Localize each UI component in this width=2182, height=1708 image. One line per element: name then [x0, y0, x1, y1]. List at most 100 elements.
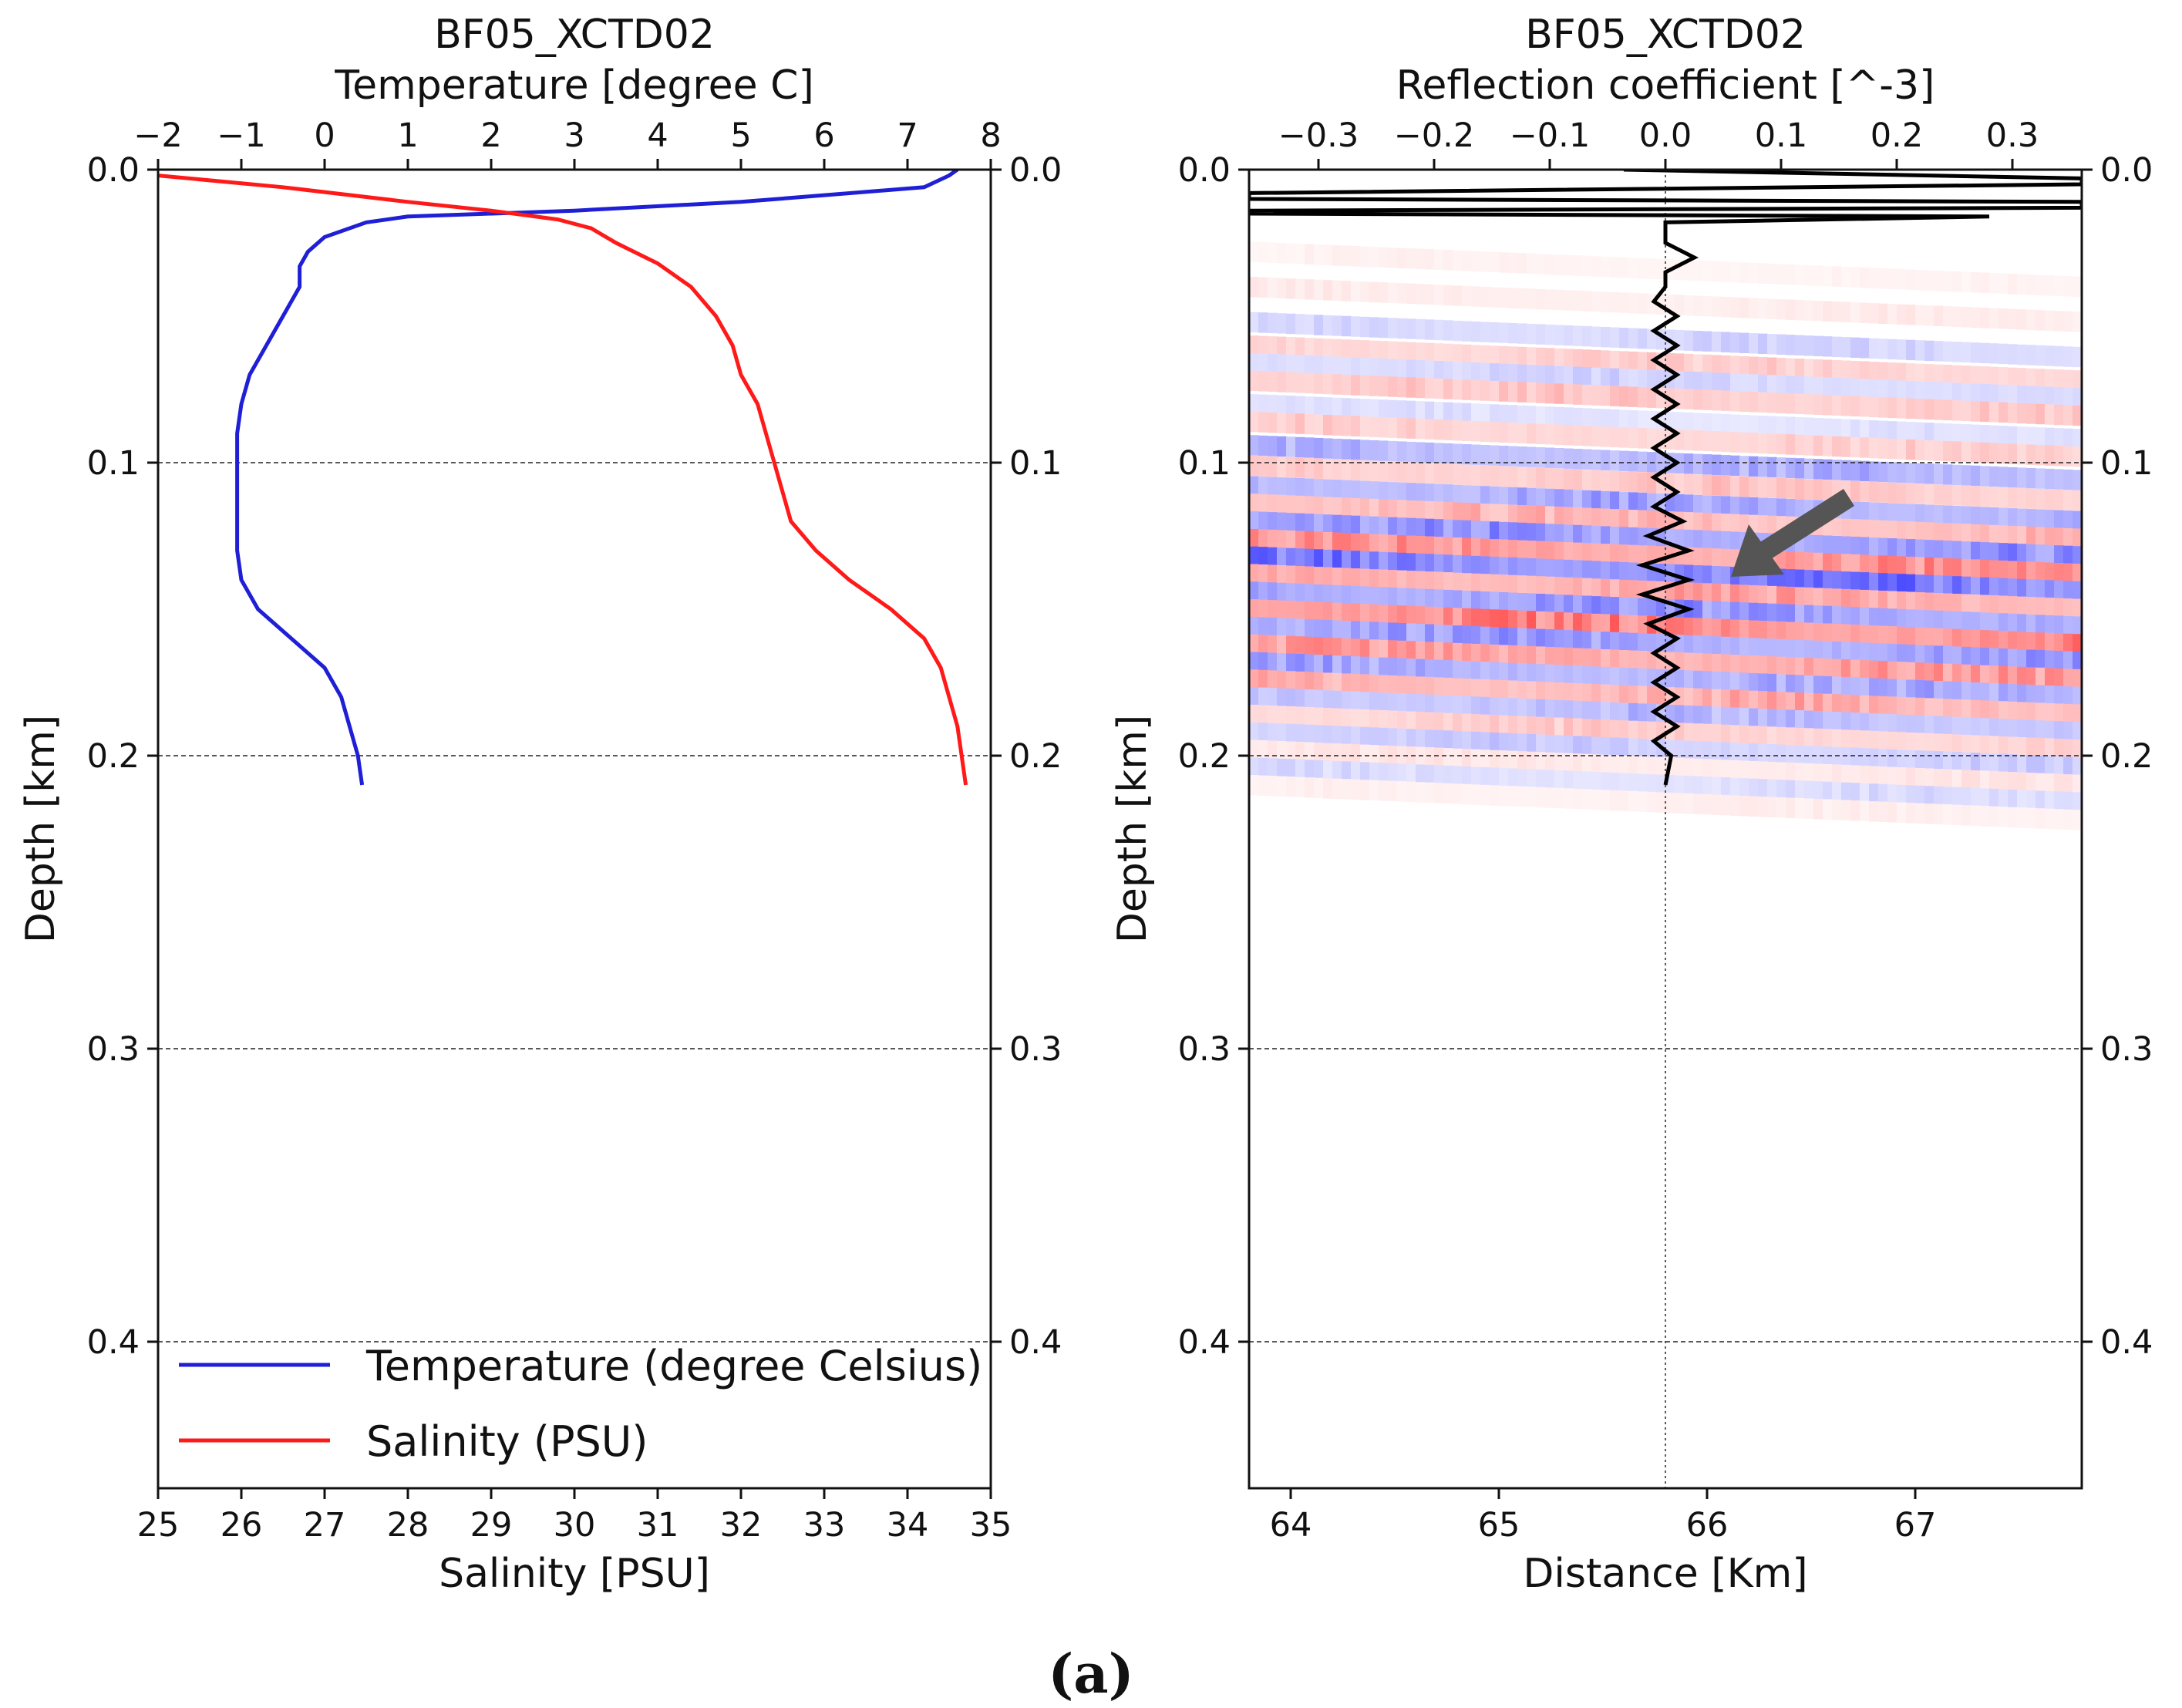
- heatmap-cell: [2026, 790, 2036, 811]
- heatmap-cell: [1628, 471, 1638, 493]
- heatmap-cell: [1416, 571, 1426, 591]
- heatmap-cell: [1360, 674, 1370, 695]
- heatmap-cell: [1758, 673, 1768, 694]
- heatmap-cell: [1887, 608, 1897, 629]
- heatmap-cell: [1480, 732, 1490, 753]
- heatmap-cell: [1961, 485, 1972, 507]
- heatmap-cell: [1258, 435, 1268, 456]
- heatmap-cell: [1638, 651, 1648, 672]
- heatmap-cell: [1693, 793, 1703, 814]
- heatmap-cell: [1573, 595, 1583, 616]
- heatmap-cell: [1564, 788, 1574, 809]
- heatmap-cell: [1776, 604, 1786, 625]
- heatmap-cell: [1601, 561, 1611, 582]
- heatmap-cell: [1915, 715, 1925, 736]
- heatmap-cell: [1379, 399, 1389, 420]
- figure-caption: (a): [1048, 1642, 1134, 1706]
- heatmap-cell: [2036, 310, 2046, 331]
- heatmap-cell: [1906, 463, 1916, 483]
- heatmap-cell: [1702, 689, 1712, 709]
- heatmap-cell: [1989, 683, 1999, 704]
- panel2-x-axis-label: Distance [Km]: [1523, 1551, 1807, 1597]
- heatmap-cell: [1527, 593, 1537, 614]
- heatmap-cell: [1971, 442, 1981, 463]
- heatmap-cell: [1268, 547, 1278, 568]
- heatmap-cell: [1582, 408, 1592, 429]
- heatmap-cell: [1305, 689, 1315, 710]
- heatmap-cell: [1804, 264, 1814, 286]
- heatmap-cell: [1443, 572, 1453, 593]
- heatmap-cell: [1804, 780, 1814, 802]
- heatmap-cell: [1998, 631, 2009, 652]
- heatmap-cell: [1379, 657, 1389, 678]
- heatmap-cell: [1712, 513, 1722, 534]
- heatmap-cell: [1943, 306, 1953, 327]
- heatmap-cell: [2017, 274, 2027, 295]
- heatmap-cell: [1739, 432, 1749, 453]
- heatmap-cell: [1406, 483, 1416, 504]
- heatmap-cell: [1749, 778, 1759, 800]
- heatmap-cell: [1314, 637, 1324, 658]
- heatmap-cell: [1850, 554, 1860, 575]
- heatmap-cell: [2045, 668, 2055, 689]
- heatmap-cell: [2017, 386, 2027, 406]
- heatmap-cell: [1628, 386, 1638, 407]
- heatmap-cell: [1832, 641, 1842, 662]
- heatmap-cell: [1323, 397, 1333, 418]
- heatmap-cell: [1813, 535, 1823, 556]
- heatmap-cell: [2054, 428, 2064, 449]
- heatmap-cell: [1989, 425, 1999, 446]
- heatmap-cell: [1379, 534, 1389, 555]
- heatmap-cell: [1813, 335, 1823, 356]
- heatmap-cell: [1952, 664, 1962, 685]
- heatmap-cell: [1286, 313, 1296, 335]
- heatmap-cell: [1453, 320, 1463, 342]
- heatmap-cell: [1989, 343, 1999, 364]
- heatmap-cell: [1841, 606, 1851, 628]
- heatmap-cell: [1517, 505, 1527, 526]
- heatmap-cell: [1943, 365, 1953, 386]
- heatmap-cell: [2073, 722, 2082, 743]
- panel2-ticks: 0.00.10.20.30.40.00.10.20.30.4−0.3 −0.2 −0…: [1178, 116, 2153, 1545]
- heatmap-cell: [1952, 576, 1962, 597]
- heatmap-cell: [1573, 788, 1583, 810]
- heatmap-cell: [1860, 572, 1870, 593]
- heatmap-cell: [2026, 649, 2036, 670]
- heatmap-cell: [1554, 787, 1564, 809]
- heatmap-cell: [1924, 733, 1935, 754]
- heatmap-cell: [1989, 384, 1999, 405]
- heatmap-cell: [1730, 637, 1740, 658]
- heatmap-cell: [1268, 412, 1278, 433]
- y-tick-label-right: 0.3: [1009, 1030, 1062, 1069]
- heatmap-cell: [1721, 777, 1731, 798]
- heatmap-cell: [1295, 457, 1305, 478]
- heatmap-cell: [1305, 514, 1315, 534]
- heatmap-cell: [1369, 376, 1379, 396]
- heatmap-cell: [1388, 658, 1398, 679]
- heatmap-cell: [1721, 455, 1731, 476]
- heatmap-cell: [2026, 807, 2036, 829]
- heatmap-cell: [1490, 715, 1500, 736]
- heatmap-cell: [2045, 310, 2055, 332]
- panel1-gridlines: [158, 462, 991, 1342]
- heatmap-cell: [1536, 752, 1546, 773]
- heatmap-cell: [2045, 756, 2055, 777]
- heatmap-cell: [1582, 595, 1592, 616]
- heatmap-cell: [2063, 276, 2073, 297]
- heatmap-cell: [2063, 428, 2073, 450]
- heatmap-cell: [1369, 340, 1379, 362]
- heatmap-cell: [1906, 398, 1916, 419]
- heatmap-cell: [1823, 746, 1833, 767]
- heatmap-cell: [1869, 362, 1879, 382]
- heatmap-cell: [1332, 743, 1342, 764]
- heatmap-cell: [1416, 624, 1426, 645]
- heatmap-cell: [2026, 526, 2036, 547]
- heatmap-cell: [2063, 405, 2073, 426]
- heatmap-cell: [2073, 528, 2082, 549]
- heatmap-cell: [1832, 266, 1842, 287]
- heatmap-cell: [1499, 252, 1509, 273]
- heatmap-cell: [1887, 482, 1897, 504]
- heatmap-cell: [1434, 607, 1444, 628]
- heatmap-cell: [2045, 686, 2055, 706]
- heatmap-cell: [1351, 246, 1361, 267]
